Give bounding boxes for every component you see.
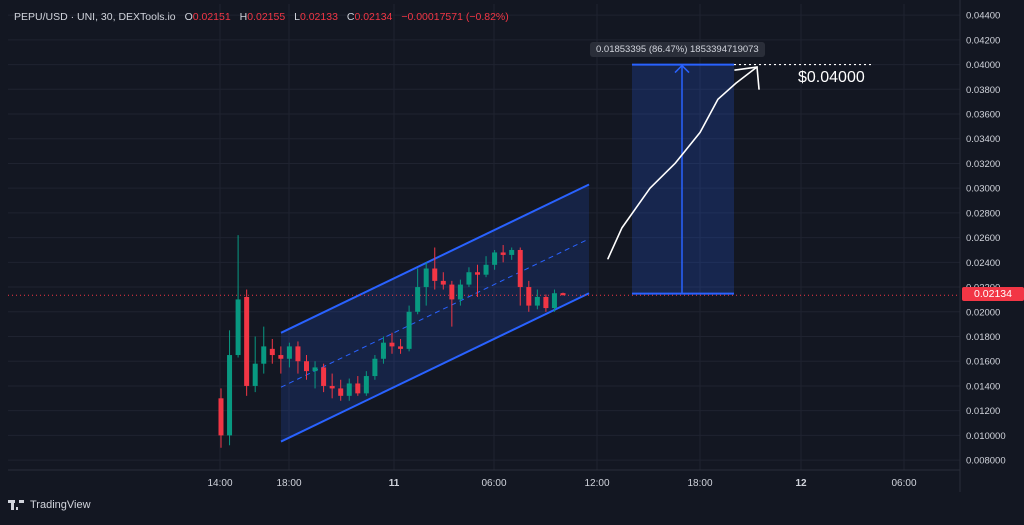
candle-body — [475, 272, 480, 275]
current-price-tag: 0.02134 — [962, 287, 1024, 301]
y-tick-label: 0.03800 — [966, 85, 1000, 96]
tradingview-logo[interactable]: TradingView — [8, 499, 91, 511]
candle-body — [338, 388, 344, 396]
branding-label: TradingView — [30, 499, 91, 511]
y-tick-label: 0.04000 — [966, 60, 1000, 71]
change-value: −0.00017571 (−0.82%) — [401, 11, 509, 23]
candle-body — [560, 293, 566, 296]
candle-body — [218, 398, 224, 436]
candle-body — [363, 376, 369, 394]
candle-body — [261, 346, 267, 364]
candle-body — [440, 280, 446, 285]
channel-mid-line — [280, 238, 590, 388]
candle-body — [483, 264, 489, 275]
symbol-info: PEPU/USD · UNI, 30, DEXTools.io — [14, 11, 176, 23]
hand-drawn-arrow — [607, 66, 758, 260]
candle-body — [312, 367, 318, 372]
candle-body — [406, 311, 412, 349]
candle-body — [286, 346, 292, 359]
high-label: H — [239, 11, 248, 23]
candle-body — [449, 284, 455, 300]
x-tick-label: 06:00 — [481, 478, 506, 489]
y-tick-label: 0.02000 — [966, 307, 1000, 318]
y-tick-label: 0.01800 — [966, 332, 1000, 343]
candle-body — [252, 363, 258, 386]
y-tick-label: 0.03600 — [966, 110, 1000, 121]
candle-body — [329, 385, 335, 389]
candle-body — [457, 284, 463, 300]
y-tick-label: 0.008000 — [966, 456, 1006, 467]
open-label: O — [184, 11, 193, 23]
y-tick-label: 0.03200 — [966, 159, 1000, 170]
candle-body — [295, 346, 301, 362]
y-tick-label: 0.02600 — [966, 233, 1000, 244]
candle-body — [278, 355, 284, 359]
y-tick-label: 0.02800 — [966, 208, 1000, 219]
symbol-legend: PEPU/USD · UNI, 30, DEXTools.io O0.02151… — [14, 11, 509, 23]
x-tick-label: 12:00 — [584, 478, 609, 489]
candle-body — [304, 361, 309, 372]
candle-body — [551, 293, 557, 309]
close-label: C — [346, 11, 355, 23]
candle-body — [517, 249, 523, 288]
y-tick-label: 0.02400 — [966, 258, 1000, 269]
candle-body — [244, 296, 250, 386]
candle-body — [227, 355, 233, 436]
x-tick-label: 18:00 — [276, 478, 301, 489]
channel-fill — [281, 184, 589, 442]
high-value: 0.02155 — [247, 11, 286, 23]
y-tick-label: 0.01600 — [966, 357, 1000, 368]
y-tick-label: 0.01200 — [966, 406, 1000, 417]
x-tick-label: 11 — [389, 478, 400, 489]
candle-body — [492, 252, 498, 265]
candle-body — [543, 296, 549, 309]
hand-drawn-arrowhead — [734, 66, 760, 90]
candle-body — [423, 268, 429, 288]
y-tick-label: 0.03000 — [966, 184, 1000, 195]
projection-box — [632, 64, 734, 294]
x-tick-label: 06:00 — [891, 478, 916, 489]
candle-body — [415, 287, 421, 312]
candle-body — [321, 367, 327, 386]
candle-body — [346, 383, 352, 396]
x-tick-label: 12 — [795, 478, 807, 489]
y-tick-label: 0.03400 — [966, 134, 1000, 145]
close-value: 0.02134 — [354, 11, 393, 23]
price-range-measure-label: 0.01853395 (86.47%) 1853394719073 — [590, 42, 765, 57]
candle-body — [389, 342, 395, 347]
candle-body — [380, 342, 386, 359]
candle-body — [500, 252, 506, 255]
low-value: 0.02133 — [299, 11, 338, 23]
tradingview-icon — [8, 500, 24, 510]
y-tick-label: 0.01400 — [966, 381, 1000, 392]
y-tick-label: 0.010000 — [966, 431, 1006, 442]
candle-body — [355, 383, 361, 394]
y-tick-label: 0.04400 — [966, 11, 1000, 22]
x-tick-label: 14:00 — [207, 478, 232, 489]
price-target-annotation: $0.04000 — [798, 69, 865, 86]
projection-arrowhead — [674, 64, 690, 74]
y-tick-label: 0.04200 — [966, 35, 1000, 46]
open-value: 0.02151 — [192, 11, 231, 23]
candle-body — [509, 249, 515, 255]
low-label: L — [294, 11, 300, 23]
candle-body — [235, 299, 241, 356]
candle-body — [432, 268, 438, 281]
channel-lower-line — [280, 292, 590, 443]
candle-body — [269, 348, 275, 356]
candle-body — [534, 296, 540, 306]
candle-body — [526, 287, 532, 306]
candle-body — [372, 358, 378, 377]
candle-body — [398, 346, 404, 349]
x-tick-label: 18:00 — [687, 478, 712, 489]
candle-body — [466, 272, 472, 285]
